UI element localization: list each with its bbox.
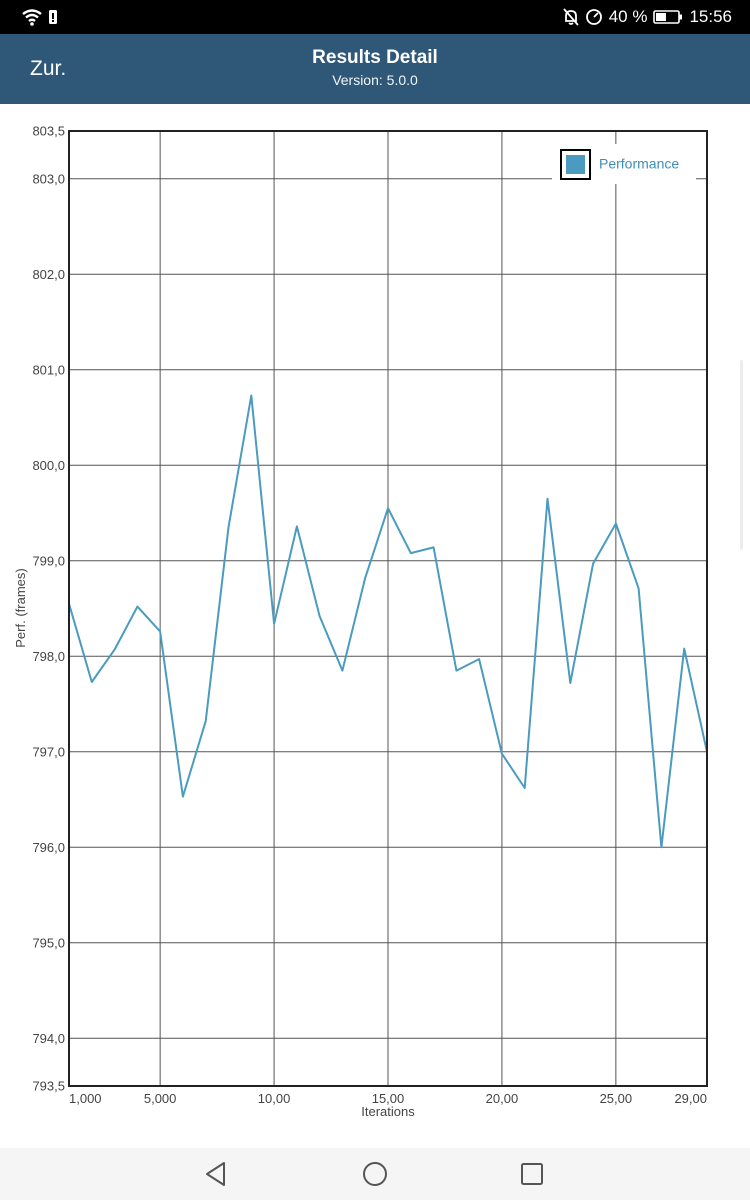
status-left xyxy=(22,7,58,27)
chart-legend: Performance xyxy=(552,144,696,184)
y-tick-label: 795,0 xyxy=(32,935,65,950)
app-bar: Zur. Results Detail Version: 5.0.0 xyxy=(0,34,750,104)
y-tick-label: 801,0 xyxy=(32,362,65,377)
y-tick-label: 794,0 xyxy=(32,1031,65,1046)
x-axis-title: Iterations xyxy=(361,1104,415,1119)
y-tick-label: 800,0 xyxy=(32,458,65,473)
page-subtitle: Version: 5.0.0 xyxy=(332,72,418,88)
mute-bell-icon xyxy=(563,8,579,26)
speed-icon xyxy=(585,9,602,25)
back-button[interactable]: Zur. xyxy=(30,57,67,80)
status-time: 15:56 xyxy=(689,7,732,26)
x-tick-label: 5,000 xyxy=(144,1091,177,1106)
back-nav-icon[interactable] xyxy=(202,1160,230,1188)
nav-bar xyxy=(0,1148,750,1200)
y-tick-label: 797,0 xyxy=(32,744,65,759)
x-tick-label: 25,00 xyxy=(600,1091,633,1106)
x-tick-label: 15,00 xyxy=(372,1091,405,1106)
scroll-indicator[interactable] xyxy=(740,360,743,550)
plot-frame xyxy=(68,130,708,1087)
y-tick-label: 803,5 xyxy=(32,124,65,139)
sim-icon xyxy=(49,10,57,24)
title-block: Results Detail Version: 5.0.0 xyxy=(0,46,750,90)
y-tick-label: 798,0 xyxy=(32,649,65,664)
y-tick-label: 802,0 xyxy=(32,267,65,282)
status-bar: 40 % 15:56 xyxy=(0,0,750,34)
y-tick-label: 803,0 xyxy=(32,171,65,186)
x-tick-label: 29,00 xyxy=(674,1091,707,1106)
y-tick-label: 793,5 xyxy=(32,1079,65,1094)
legend-label: Performance xyxy=(599,156,679,172)
battery-icon xyxy=(653,10,683,24)
y-tick-label: 799,0 xyxy=(32,553,65,568)
y-axis-title: Perf. (frames) xyxy=(13,568,28,647)
x-tick-label: 20,00 xyxy=(486,1091,519,1106)
performance-chart: 1,000 5,000 10,00 15,00 20,00 25,00 29,00 793,5… xyxy=(13,124,708,1119)
page-title: Results Detail xyxy=(312,47,438,68)
recents-nav-icon[interactable] xyxy=(518,1160,546,1188)
status-right: 40 % 15:56 xyxy=(563,0,732,34)
battery-percent: 40 % xyxy=(608,7,648,26)
x-tick-label: 1,000 xyxy=(69,1091,102,1106)
x-tick-label: 10,00 xyxy=(258,1091,291,1106)
home-nav-icon[interactable] xyxy=(361,1160,389,1188)
wifi-icon xyxy=(22,9,42,26)
legend-swatch xyxy=(566,155,585,174)
y-tick-label: 796,0 xyxy=(32,840,65,855)
